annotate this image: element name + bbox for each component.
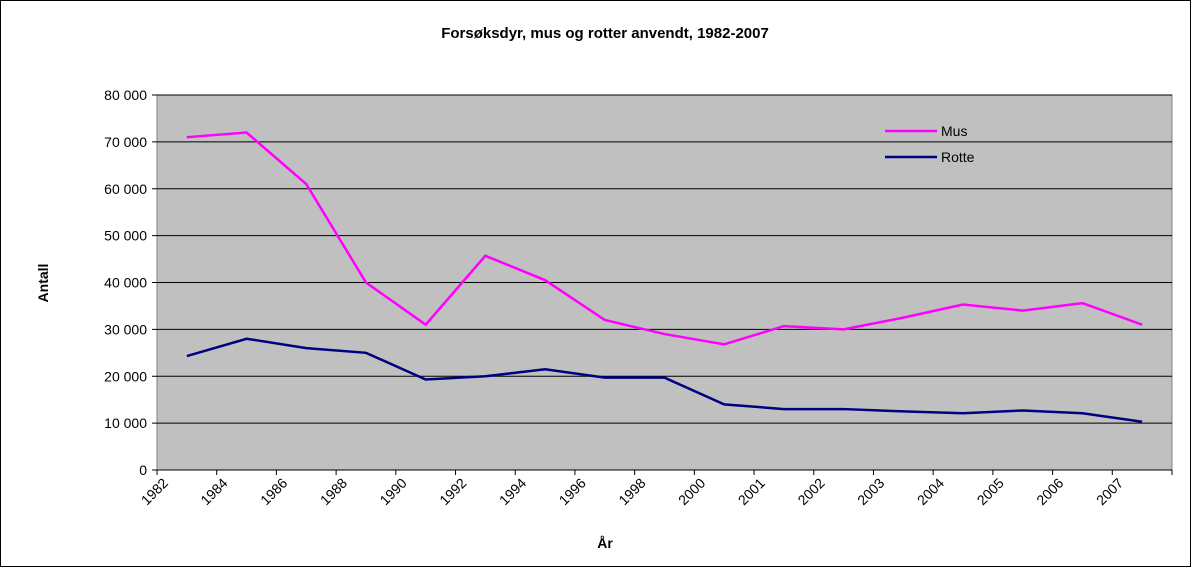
series-line bbox=[186, 337, 1143, 423]
series-line bbox=[186, 131, 1143, 346]
legend-label: Rotte bbox=[941, 149, 975, 165]
y-tick-label: 20 000 bbox=[104, 368, 147, 384]
y-axis-title: Antall bbox=[35, 264, 51, 303]
y-tick-label: 70 000 bbox=[104, 134, 147, 150]
x-axis-title: År bbox=[597, 535, 613, 551]
y-tick-label: 50 000 bbox=[104, 228, 147, 244]
legend-label: Mus bbox=[941, 123, 967, 139]
chart-title: Forsøksdyr, mus og rotter anvendt, 1982-… bbox=[441, 25, 769, 42]
y-tick-label: 0 bbox=[139, 462, 147, 478]
y-tick-label: 40 000 bbox=[104, 275, 147, 291]
y-tick-label: 30 000 bbox=[104, 321, 147, 337]
y-tick-label: 60 000 bbox=[104, 181, 147, 197]
y-tick-label: 80 000 bbox=[104, 87, 147, 103]
y-tick-label: 10 000 bbox=[104, 415, 147, 431]
